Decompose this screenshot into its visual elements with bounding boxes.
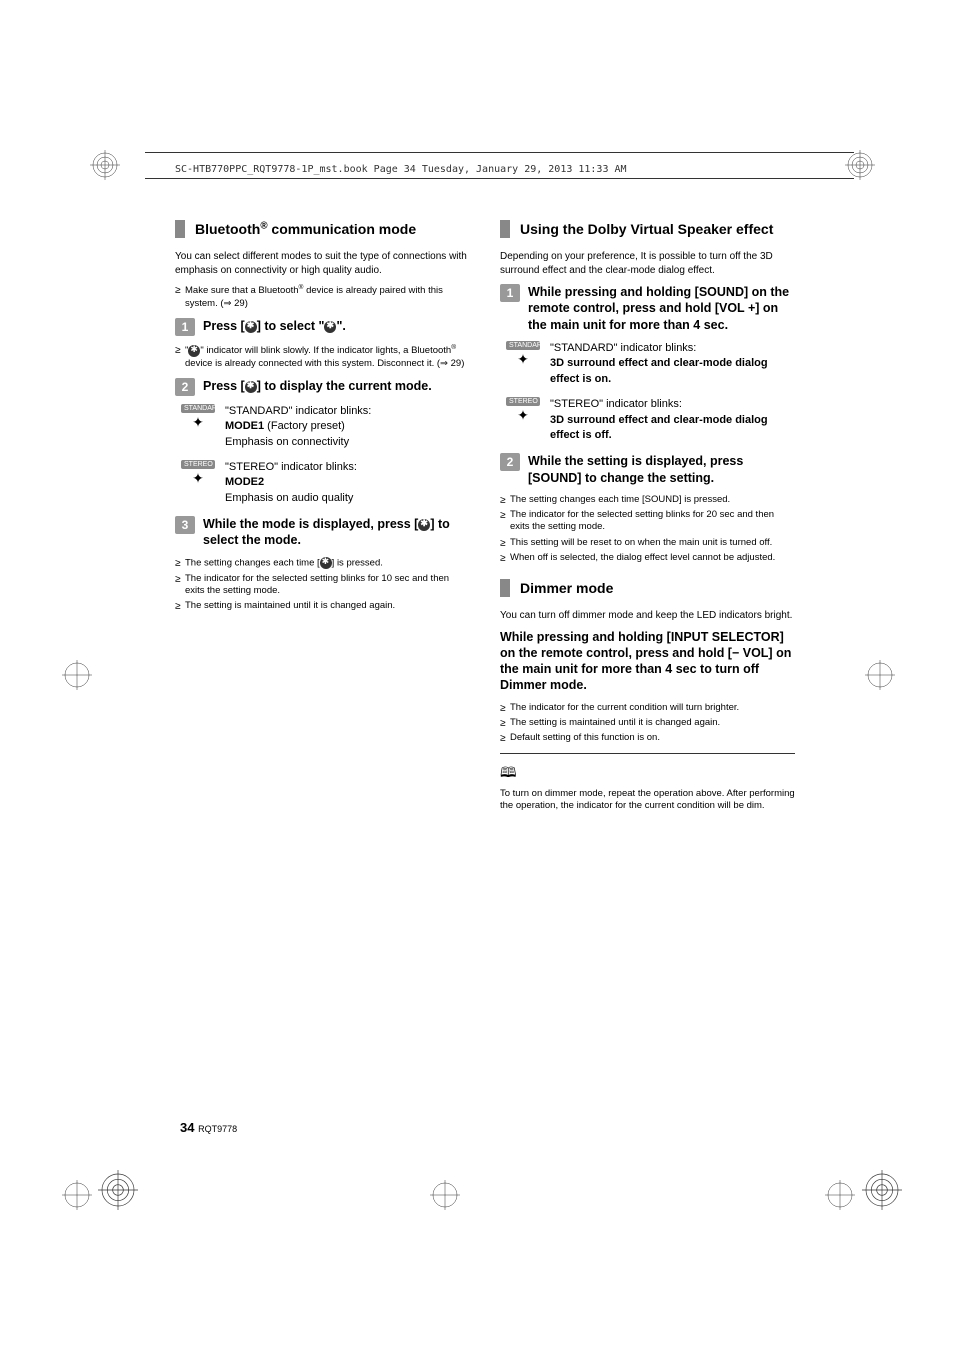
step-number-icon: 1 — [175, 318, 195, 336]
registration-mark-icon — [98, 1170, 138, 1210]
note-icon: 🕮 — [500, 762, 795, 786]
indicator-desc: 3D surround effect and clear-mode dialog… — [550, 356, 795, 387]
section-heading-bluetooth: Bluetooth® communication mode — [175, 220, 470, 238]
step-1-notes: "" indicator will blink slowly. If the i… — [175, 344, 470, 370]
intro-text: You can select different modes to suit t… — [175, 250, 470, 278]
indicator-mode-note: (Factory preset) — [264, 420, 345, 432]
indicator-text-line: "STANDARD" indicator blinks: — [550, 341, 795, 356]
indicator-text-line: "STEREO" indicator blinks: — [225, 460, 357, 475]
registration-mark-icon — [865, 660, 895, 690]
registration-mark-icon — [845, 150, 875, 180]
divider — [500, 753, 795, 754]
indicator-standard-label: STANDARD — [181, 404, 215, 413]
note-text: To turn on dimmer mode, repeat the opera… — [500, 788, 795, 813]
indicator-text-line: "STEREO" indicator blinks: — [550, 397, 795, 412]
indicator-standard-label: STANDARD — [506, 341, 540, 350]
step-1: 1 Press [] to select "". — [175, 318, 470, 336]
step-number-icon: 3 — [175, 516, 195, 534]
step-number-icon: 2 — [175, 378, 195, 396]
bluetooth-icon — [188, 345, 200, 357]
dimmer-notes: The indicator for the current condition … — [500, 702, 795, 745]
indicator-desc: Emphasis on connectivity — [225, 435, 371, 450]
registration-mark-icon — [62, 1180, 92, 1210]
header-rule-bottom — [145, 178, 854, 179]
registration-mark-icon — [825, 1180, 855, 1210]
blink-icon: ✦ — [517, 408, 529, 422]
indicator-stereo-r: STEREO ✦ "STEREO" indicator blinks: 3D s… — [506, 397, 795, 443]
indicator-stereo: STEREO ✦ "STEREO" indicator blinks: MODE… — [181, 460, 470, 506]
indicator-text-line: "STANDARD" indicator blinks: — [225, 404, 371, 419]
indicator-standard: STANDARD ✦ "STANDARD" indicator blinks: … — [181, 404, 470, 450]
step-3: 3 While the mode is displayed, press [] … — [175, 516, 470, 549]
registration-mark-icon — [90, 150, 120, 180]
step-number-icon: 2 — [500, 453, 520, 471]
intro-text: Depending on your preference, It is poss… — [500, 250, 795, 278]
section-heading-dimmer: Dimmer mode — [500, 579, 795, 597]
step-2: 2 Press [] to display the current mode. — [175, 378, 470, 396]
registration-mark-icon — [862, 1170, 902, 1210]
left-column: Bluetooth® communication mode You can se… — [175, 220, 470, 812]
header-filename: SC-HTB770PPC_RQT9778-1P_mst.book Page 34… — [175, 164, 627, 175]
indicator-desc: 3D surround effect and clear-mode dialog… — [550, 413, 795, 444]
bluetooth-icon — [324, 321, 336, 333]
indicator-mode-label: MODE1 — [225, 420, 264, 432]
step-2-dolby: 2 While the setting is displayed, press … — [500, 453, 795, 486]
blink-icon: ✦ — [517, 352, 529, 366]
bluetooth-icon — [418, 519, 430, 531]
intro-bullets: Make sure that a Bluetooth® device is al… — [175, 284, 470, 310]
section-heading-dolby: Using the Dolby Virtual Speaker effect — [500, 220, 795, 238]
blink-icon: ✦ — [192, 471, 204, 485]
step-3-notes: The setting changes each time [] is pres… — [175, 557, 470, 613]
registration-mark-icon — [430, 1180, 460, 1210]
indicator-stereo-label: STEREO — [506, 397, 540, 406]
indicator-stereo-label: STEREO — [181, 460, 215, 469]
step-2-dolby-notes: The setting changes each time [SOUND] is… — [500, 494, 795, 565]
indicator-standard-r: STANDARD ✦ "STANDARD" indicator blinks: … — [506, 341, 795, 387]
bluetooth-icon — [320, 557, 332, 569]
bluetooth-icon — [245, 321, 257, 333]
dimmer-instruction: While pressing and holding [INPUT SELECT… — [500, 629, 795, 694]
page-number: 34 RQT9778 — [180, 1120, 237, 1135]
right-column: Using the Dolby Virtual Speaker effect D… — [500, 220, 795, 812]
bluetooth-icon — [245, 381, 257, 393]
header-rule-top — [145, 152, 854, 153]
registration-mark-icon — [62, 660, 92, 690]
blink-icon: ✦ — [192, 415, 204, 429]
step-1-dolby: 1 While pressing and holding [SOUND] on … — [500, 284, 795, 333]
indicator-desc: Emphasis on audio quality — [225, 491, 357, 506]
intro-text: You can turn off dimmer mode and keep th… — [500, 609, 795, 623]
step-number-icon: 1 — [500, 284, 520, 302]
indicator-mode-label: MODE2 — [225, 475, 357, 490]
